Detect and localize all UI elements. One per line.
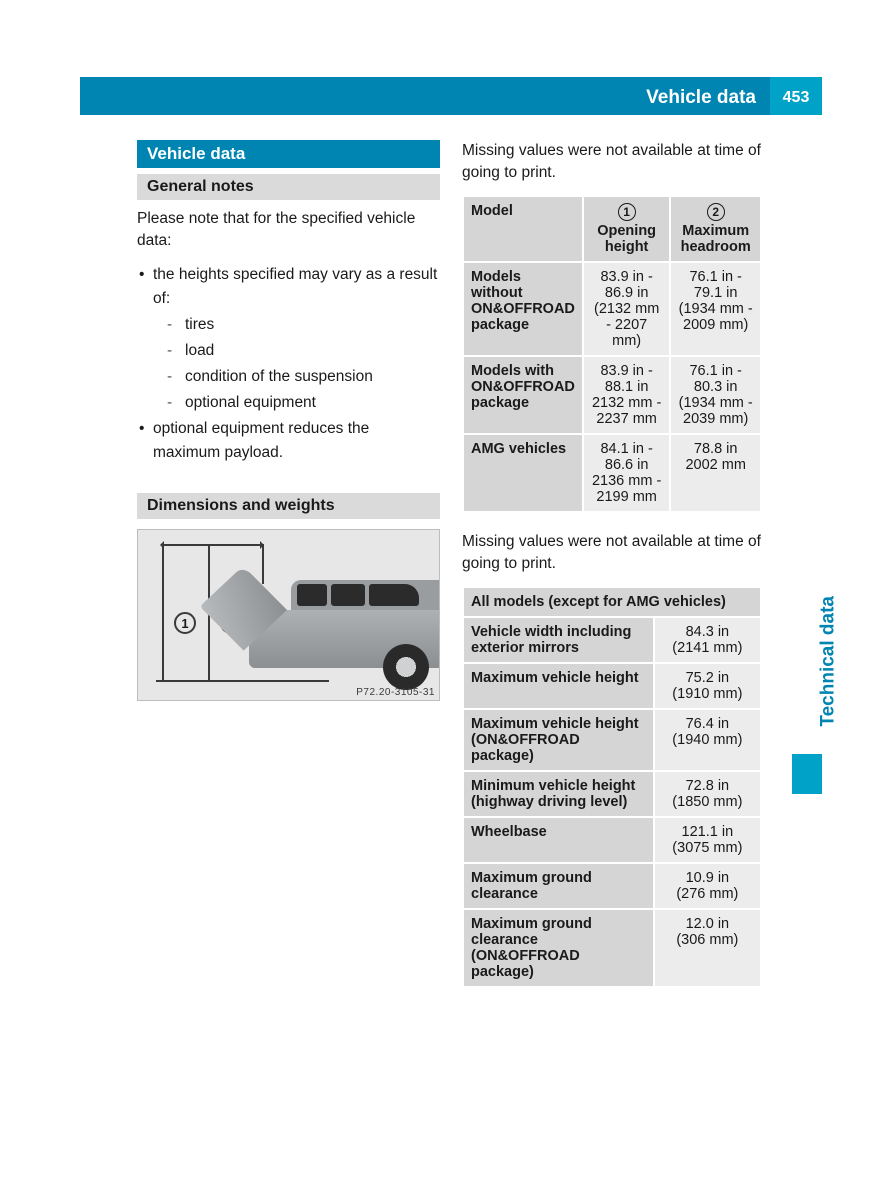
table-row: Minimum vehicle height (highway driving … [463, 771, 761, 817]
list-item: the heights specified may vary as a resu… [137, 263, 440, 415]
cell-value: 12.0 in(306 mm) [654, 909, 761, 987]
table-row: Maximum ground clearance (ON&OFFROAD pac… [463, 909, 761, 987]
table-row: Models with ON&OFFROAD package 83.9 in -… [463, 356, 761, 434]
page-content: Vehicle data General notes Please note t… [137, 140, 768, 1006]
list-item: optional equipment [167, 391, 440, 415]
row-label: Maximum vehicle height (ON&OFFROAD packa… [463, 709, 654, 771]
list-item: condition of the suspension [167, 365, 440, 389]
cell-value: 78.8 in2002 mm [670, 434, 761, 512]
cell-value: 10.9 in(276 mm) [654, 863, 761, 909]
circled-1-icon: 1 [618, 203, 636, 221]
row-label: Minimum vehicle height (highway driving … [463, 771, 654, 817]
table-header-model: Model [463, 196, 583, 262]
right-column: Missing values were not available at tim… [462, 140, 762, 1006]
row-label: Models with ON&OFFROAD package [463, 356, 583, 434]
cell-value: 83.9 in - 88.1 in2132 mm - 2237 mm [583, 356, 670, 434]
table-header-max-headroom: 2 Maximum headroom [670, 196, 761, 262]
table-header-opening-height: 1 Opening height [583, 196, 670, 262]
left-column: Vehicle data General notes Please note t… [137, 140, 440, 1006]
table-row: Maximum vehicle height (ON&OFFROAD packa… [463, 709, 761, 771]
side-tab-marker [792, 754, 822, 794]
row-label: Maximum vehicle height [463, 663, 654, 709]
row-label: AMG vehicles [463, 434, 583, 512]
cell-value: 76.1 in - 79.1 in(1934 mm - 2009 mm) [670, 262, 761, 356]
cell-value: 83.9 in - 86.9 in(2132 mm - 2207 mm) [583, 262, 670, 356]
figure-caption: P72.20-3105-31 [356, 687, 435, 698]
section-title-general-notes: General notes [137, 174, 440, 200]
dimensions-table-2: All models (except for AMG vehicles) Veh… [462, 586, 762, 988]
section-title-vehicle-data: Vehicle data [137, 140, 440, 168]
vehicle-illustration [229, 582, 439, 692]
table-row: Wheelbase 121.1 in(3075 mm) [463, 817, 761, 863]
dimensions-table-1: Model 1 Opening height 2 Maximum headroo… [462, 195, 762, 513]
row-label: Models without ON&OFFROAD package [463, 262, 583, 356]
list-item: load [167, 339, 440, 363]
cell-value: 76.1 in - 80.3 in(1934 mm - 2039 mm) [670, 356, 761, 434]
sub-list: tires load condition of the suspension o… [153, 313, 440, 415]
table-row: Maximum vehicle height 75.2 in(1910 mm) [463, 663, 761, 709]
list-item: tires [167, 313, 440, 337]
page-header: Vehicle data 453 [80, 77, 822, 115]
header-title: Vehicle data [80, 77, 770, 115]
table-header-all-models: All models (except for AMG vehicles) [463, 587, 761, 617]
row-label: Maximum ground clearance [463, 863, 654, 909]
cell-value: 84.1 in - 86.6 in2136 mm - 2199 mm [583, 434, 670, 512]
bullet-text: the heights specified may vary as a resu… [153, 266, 437, 307]
table-row: Maximum ground clearance 10.9 in(276 mm) [463, 863, 761, 909]
row-label: Wheelbase [463, 817, 654, 863]
missing-values-note: Missing values were not available at tim… [462, 140, 762, 185]
table-row: Vehicle width including exterior mirrors… [463, 617, 761, 663]
section-title-dimensions: Dimensions and weights [137, 493, 440, 519]
cell-value: 76.4 in(1940 mm) [654, 709, 761, 771]
header-label: Maximum headroom [681, 223, 751, 255]
cell-value: 72.8 in(1850 mm) [654, 771, 761, 817]
cell-value: 121.1 in(3075 mm) [654, 817, 761, 863]
list-item: optional equipment reduces the maximum p… [137, 417, 440, 465]
circled-2-icon: 2 [707, 203, 725, 221]
page-number: 453 [770, 77, 822, 115]
intro-text: Please note that for the specified vehic… [137, 208, 440, 253]
notes-list: the heights specified may vary as a resu… [137, 263, 440, 465]
side-tab-label: Technical data [818, 596, 840, 727]
missing-values-note-2: Missing values were not available at tim… [462, 531, 762, 576]
table-row: AMG vehicles 84.1 in - 86.6 in2136 mm - … [463, 434, 761, 512]
vehicle-figure: 1 2 P72.20-3105-31 [137, 529, 440, 701]
figure-marker-1: 1 [174, 612, 196, 634]
row-label: Vehicle width including exterior mirrors [463, 617, 654, 663]
cell-value: 75.2 in(1910 mm) [654, 663, 761, 709]
table-row: Models without ON&OFFROAD package 83.9 i… [463, 262, 761, 356]
header-label: Opening height [597, 223, 656, 255]
cell-value: 84.3 in(2141 mm) [654, 617, 761, 663]
row-label: Maximum ground clearance (ON&OFFROAD pac… [463, 909, 654, 987]
